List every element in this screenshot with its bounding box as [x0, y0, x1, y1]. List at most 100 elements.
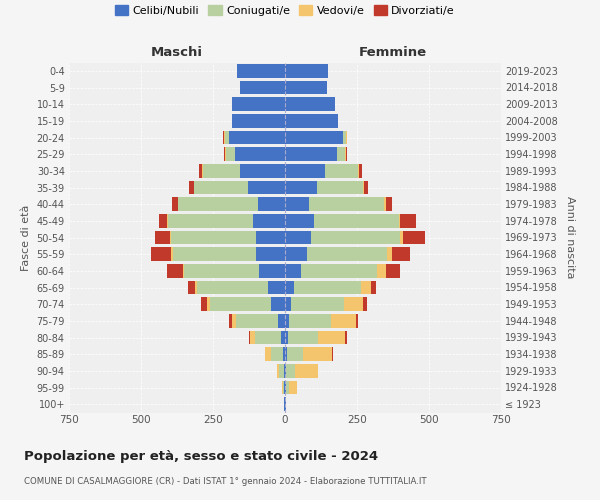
Bar — [400, 214, 416, 228]
Bar — [171, 230, 256, 244]
Bar — [268, 280, 285, 294]
Bar — [289, 314, 331, 328]
Bar — [285, 364, 286, 378]
Bar — [399, 214, 400, 228]
Bar — [337, 148, 346, 161]
Bar — [293, 280, 361, 294]
Bar — [190, 180, 194, 194]
Bar — [241, 164, 285, 177]
Bar — [289, 380, 298, 394]
Bar — [285, 198, 310, 211]
Bar — [284, 380, 285, 394]
Bar — [285, 180, 317, 194]
Bar — [285, 148, 337, 161]
Bar — [178, 198, 257, 211]
Bar — [285, 380, 286, 394]
Text: Maschi: Maschi — [151, 46, 203, 59]
Bar — [207, 298, 210, 311]
Bar — [224, 130, 229, 144]
Bar — [286, 364, 295, 378]
Bar — [249, 330, 250, 344]
Bar — [226, 148, 235, 161]
Bar — [295, 364, 318, 378]
Bar — [256, 248, 285, 261]
Bar — [386, 264, 400, 278]
Bar — [285, 64, 328, 78]
Bar — [285, 164, 325, 177]
Bar — [400, 230, 403, 244]
Bar — [188, 280, 195, 294]
Bar — [281, 330, 285, 344]
Bar — [172, 198, 178, 211]
Bar — [232, 98, 285, 111]
Bar — [310, 198, 385, 211]
Bar — [392, 248, 410, 261]
Bar — [210, 298, 271, 311]
Bar — [256, 230, 285, 244]
Bar — [364, 180, 368, 194]
Bar — [229, 314, 232, 328]
Bar — [171, 248, 173, 261]
Bar — [238, 64, 285, 78]
Bar — [277, 364, 279, 378]
Bar — [283, 348, 285, 361]
Bar — [255, 330, 281, 344]
Bar — [285, 264, 301, 278]
Bar — [314, 214, 399, 228]
Bar — [385, 198, 386, 211]
Bar — [236, 314, 278, 328]
Bar — [285, 280, 293, 294]
Bar — [235, 148, 285, 161]
Bar — [229, 130, 285, 144]
Bar — [307, 248, 387, 261]
Text: COMUNE DI CASALMAGGIORE (CR) - Dati ISTAT 1° gennaio 2024 - Elaborazione TUTTITA: COMUNE DI CASALMAGGIORE (CR) - Dati ISTA… — [24, 478, 427, 486]
Bar — [285, 298, 291, 311]
Bar — [259, 264, 285, 278]
Bar — [224, 148, 226, 161]
Bar — [285, 314, 289, 328]
Bar — [257, 198, 285, 211]
Bar — [284, 364, 285, 378]
Bar — [155, 230, 170, 244]
Bar — [325, 164, 358, 177]
Bar — [285, 248, 307, 261]
Bar — [184, 264, 259, 278]
Bar — [167, 264, 183, 278]
Bar — [250, 330, 255, 344]
Bar — [356, 314, 358, 328]
Legend: Celibi/Nubili, Coniugati/e, Vedovi/e, Divorziati/e: Celibi/Nubili, Coniugati/e, Vedovi/e, Di… — [113, 3, 457, 18]
Bar — [303, 348, 332, 361]
Bar — [359, 164, 362, 177]
Y-axis label: Fasce di età: Fasce di età — [21, 204, 31, 270]
Bar — [265, 348, 271, 361]
Bar — [363, 298, 367, 311]
Bar — [285, 348, 287, 361]
Bar — [232, 114, 285, 128]
Bar — [285, 230, 311, 244]
Bar — [203, 164, 241, 177]
Bar — [248, 180, 285, 194]
Bar — [232, 314, 236, 328]
Bar — [285, 80, 327, 94]
Bar — [194, 180, 248, 194]
Bar — [317, 180, 363, 194]
Bar — [271, 348, 283, 361]
Bar — [159, 214, 167, 228]
Bar — [287, 348, 303, 361]
Bar — [195, 280, 197, 294]
Bar — [279, 364, 284, 378]
Bar — [169, 214, 253, 228]
Bar — [331, 314, 356, 328]
Text: Popolazione per età, sesso e stato civile - 2024: Popolazione per età, sesso e stato civil… — [24, 450, 378, 463]
Bar — [403, 230, 425, 244]
Bar — [386, 198, 392, 211]
Bar — [301, 264, 377, 278]
Bar — [288, 330, 318, 344]
Bar — [285, 330, 288, 344]
Bar — [377, 264, 386, 278]
Bar — [311, 230, 400, 244]
Bar — [173, 248, 256, 261]
Bar — [241, 80, 285, 94]
Bar — [346, 330, 347, 344]
Bar — [387, 248, 392, 261]
